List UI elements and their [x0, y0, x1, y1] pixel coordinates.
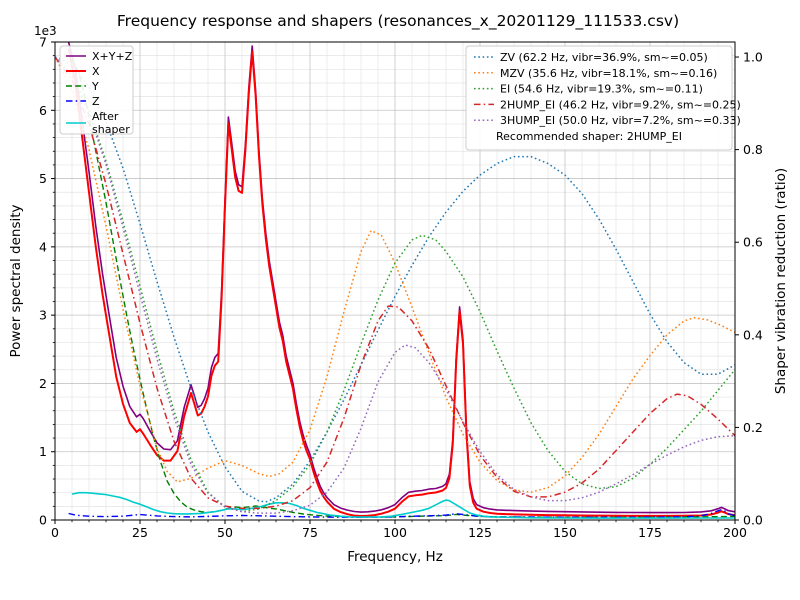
legend-label: shaper — [92, 123, 130, 136]
legend-label: X — [92, 65, 100, 78]
series-X — [67, 48, 736, 517]
legend-box — [59, 45, 134, 135]
y-left-tick-label: 2 — [39, 376, 47, 391]
series-MZV — [54, 56, 736, 493]
chart-title: Frequency response and shapers (resonanc… — [116, 12, 680, 30]
legend-label: MZV (35.6 Hz, vibr=18.1%, sm~=0.16) — [500, 67, 717, 80]
axis-ticks: 0 25 50 75 100 125 150 175 200 0 1 2 3 4 5 6 7 0.0 0.2 0.4 0… — [39, 35, 763, 541]
y-right-tick-label: 0.2 — [743, 420, 763, 435]
legend-label: 2HUMP_EI (46.2 Hz, vibr=9.2%, sm~=0.25) — [500, 98, 741, 111]
series-Z — [68, 508, 736, 518]
y-left-tick-label: 1 — [39, 444, 47, 459]
x-tick-label: 200 — [723, 525, 747, 540]
series-Y — [71, 58, 736, 518]
y-left-tick-label: 4 — [39, 239, 47, 254]
y-left-tick-label: 5 — [39, 171, 47, 186]
x-tick-label: 75 — [302, 525, 318, 540]
y-left-tick-label: 0 — [39, 513, 47, 528]
x-tick-label: 125 — [468, 525, 492, 540]
legend-label: EI (54.6 Hz, vibr=19.3%, sm~=0.11) — [500, 83, 703, 96]
legend-label: Y — [91, 80, 99, 93]
x-tick-label: 150 — [553, 525, 577, 540]
y-axis-label-right: Shaper vibration reduction (ratio) — [773, 167, 789, 395]
legend-box — [465, 45, 733, 151]
y-right-tick-label: 0.4 — [743, 327, 763, 342]
x-tick-label: 100 — [383, 525, 407, 540]
recommended-shaper-label: Recommended shaper: 2HUMP_EI — [496, 130, 682, 143]
legend-label: 3HUMP_EI (50.0 Hz, vibr=7.2%, sm~=0.33) — [500, 114, 741, 127]
legend-label: ZV (62.2 Hz, vibr=36.9%, sm~=0.05) — [500, 51, 708, 64]
y-right-tick-label: 1.0 — [743, 50, 763, 65]
y-left-tick-label: 7 — [39, 35, 47, 50]
y-left-tick-label: 3 — [39, 308, 47, 323]
x-tick-label: 175 — [638, 525, 662, 540]
y-right-tick-label: 0.6 — [743, 235, 763, 250]
y-right-tick-label: 0.0 — [743, 513, 763, 528]
y-axis-label-left: Power spectral density — [8, 204, 24, 358]
legend-label: X+Y+Z — [92, 50, 133, 63]
legend-label: After — [92, 110, 119, 123]
series-3HUMP_EI — [54, 56, 736, 514]
x-tick-label: 50 — [217, 525, 233, 540]
series-After-shaper — [71, 491, 735, 519]
y-axis-offset-label: 1e3 — [34, 24, 57, 38]
x-tick-label: 25 — [132, 525, 148, 540]
x-tick-label: 0 — [51, 525, 59, 540]
legend-right: ZV (62.2 Hz, vibr=36.9%, sm~=0.05) MZV (3… — [465, 45, 741, 151]
legend-label: Z — [92, 95, 100, 108]
y-right-tick-label: 0.8 — [743, 142, 763, 157]
series-2HUMP_EI — [54, 56, 736, 510]
series-X+Y+Z — [67, 41, 736, 514]
series-lines — [54, 41, 736, 519]
series-EI — [54, 56, 736, 513]
series-ZV — [54, 56, 736, 503]
x-axis-label: Frequency, Hz — [347, 549, 443, 565]
y-left-tick-label: 6 — [39, 103, 47, 118]
